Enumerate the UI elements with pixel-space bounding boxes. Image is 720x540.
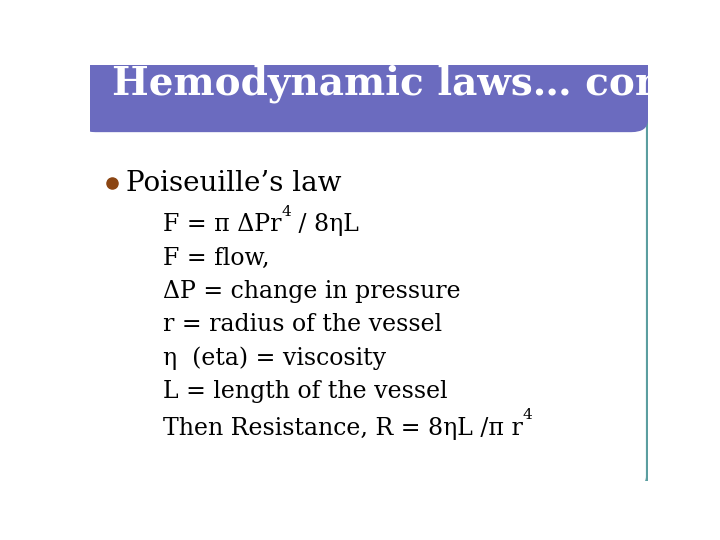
FancyBboxPatch shape [79, 60, 648, 489]
Text: Then Resistance, R = 8ηL /π r: Then Resistance, R = 8ηL /π r [163, 417, 523, 440]
Text: ΔP = change in pressure: ΔP = change in pressure [163, 280, 460, 303]
FancyBboxPatch shape [79, 38, 648, 132]
Text: L = length of the vessel: L = length of the vessel [163, 380, 447, 403]
Text: Hemodynamic laws… cont: Hemodynamic laws… cont [112, 65, 681, 103]
Text: F = π ΔPr: F = π ΔPr [163, 213, 281, 237]
Text: / 8ηL: / 8ηL [291, 213, 359, 237]
Text: 4: 4 [523, 408, 532, 422]
Text: η  (eta) = viscosity: η (eta) = viscosity [163, 346, 386, 370]
Text: F = flow,: F = flow, [163, 247, 269, 269]
Text: 4: 4 [281, 205, 291, 219]
Text: r = radius of the vessel: r = radius of the vessel [163, 313, 441, 336]
Text: Poiseuille’s law: Poiseuille’s law [126, 170, 342, 197]
Bar [101, 89, 626, 120]
